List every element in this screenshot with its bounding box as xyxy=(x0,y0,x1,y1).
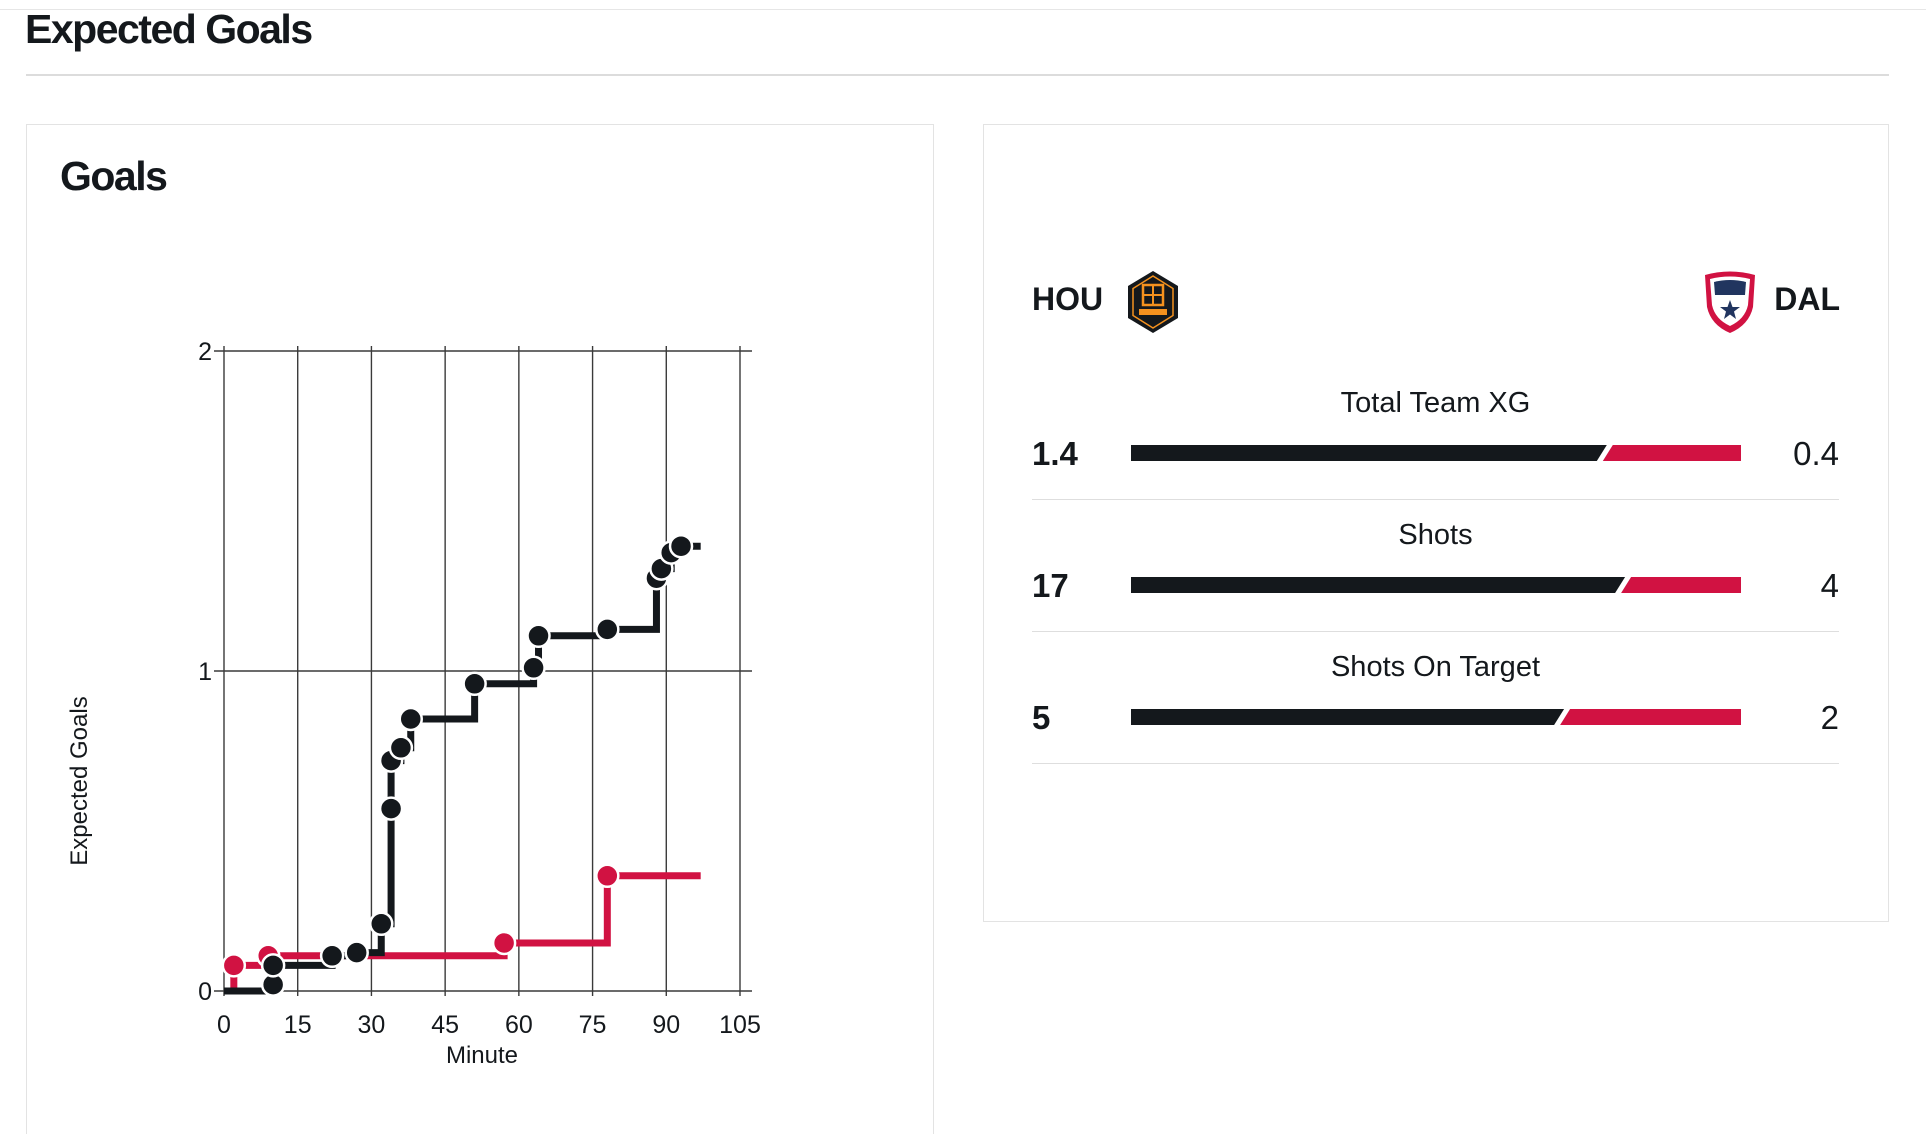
stat-home-value: 5 xyxy=(1032,699,1051,736)
stat-row-shots: Shots 17 4 xyxy=(1032,503,1839,632)
dal-shot-point xyxy=(221,953,247,978)
away-bar-segment xyxy=(1602,445,1741,461)
home-bar-segment xyxy=(1131,577,1626,593)
hou-shot-point xyxy=(260,953,286,978)
dal-xg-line xyxy=(224,872,701,995)
top-divider xyxy=(0,9,1926,10)
section-divider xyxy=(26,74,1889,76)
x-tick-label: 15 xyxy=(284,1011,312,1039)
fc-dallas-logo-icon xyxy=(1705,271,1755,333)
stat-away-value: 2 xyxy=(1820,699,1839,736)
stat-comparison-bar xyxy=(1131,577,1741,593)
houston-dynamo-logo-icon xyxy=(1128,271,1178,333)
expected-goals-chart: 0 15 30 45 60 75 90 105 0 1 2 Minute Expected Goals xyxy=(66,338,761,1069)
team-comparison-card: HOU DAL Total Team XG 1.4 0.4 Shots 17 4… xyxy=(983,124,1889,922)
x-tick-label: 0 xyxy=(217,1011,231,1039)
y-tick-label: 0 xyxy=(198,978,212,1006)
stat-away-value: 0.4 xyxy=(1793,435,1839,472)
stat-label: Total Team XG xyxy=(1340,387,1531,419)
hou-shot-point xyxy=(668,533,694,559)
y-axis-label: Expected Goals xyxy=(66,696,93,865)
y-tick-label: 1 xyxy=(198,658,212,686)
x-tick-label: 105 xyxy=(719,1011,761,1039)
home-bar-segment xyxy=(1131,709,1565,725)
chart-card-title: Goals xyxy=(60,153,168,199)
dal-shot-point xyxy=(595,863,620,889)
hou-shot-point xyxy=(398,706,423,732)
x-axis-label: Minute xyxy=(446,1042,518,1069)
stat-row-shots-on-target: Shots On Target 5 2 xyxy=(1032,635,1839,764)
hou-shot-point xyxy=(526,623,551,649)
x-tick-label: 75 xyxy=(579,1011,607,1039)
stat-comparison-bar xyxy=(1131,445,1741,461)
section-title: Expected Goals xyxy=(25,6,313,52)
hou-shot-point xyxy=(521,655,546,681)
y-tick-label: 2 xyxy=(198,338,212,366)
home-team-abbr: HOU xyxy=(1032,281,1104,317)
stat-row-total-xg: Total Team XG 1.4 0.4 xyxy=(1032,371,1839,500)
hou-shot-point xyxy=(369,911,394,937)
stat-comparison-bar xyxy=(1131,709,1741,725)
away-bar-segment xyxy=(1560,709,1741,725)
stat-home-value: 17 xyxy=(1032,567,1069,604)
stat-away-value: 4 xyxy=(1820,567,1839,604)
home-bar-segment xyxy=(1131,445,1607,461)
stat-label: Shots On Target xyxy=(1330,651,1541,683)
hou-shot-point xyxy=(319,943,345,969)
hou-xg-line xyxy=(224,542,701,995)
hou-shot-point xyxy=(462,671,487,697)
hou-shot-point xyxy=(388,735,414,761)
dal-shot-point xyxy=(491,930,517,956)
hou-shot-point xyxy=(344,940,369,965)
x-tick-label: 60 xyxy=(505,1011,533,1039)
stat-home-value: 1.4 xyxy=(1032,435,1078,472)
away-bar-segment xyxy=(1621,577,1741,593)
x-tick-label: 90 xyxy=(652,1011,680,1039)
x-tick-label: 30 xyxy=(358,1011,386,1039)
x-tick-label: 45 xyxy=(431,1011,459,1039)
stat-label: Shots xyxy=(1398,519,1473,551)
hou-shot-point xyxy=(595,617,620,642)
away-team-abbr: DAL xyxy=(1774,281,1840,317)
goals-chart-card: Goals 0 15 30 45 60 75 90 105 0 1 2 Minute Expected … xyxy=(26,124,934,1134)
hou-shot-point xyxy=(378,796,404,821)
